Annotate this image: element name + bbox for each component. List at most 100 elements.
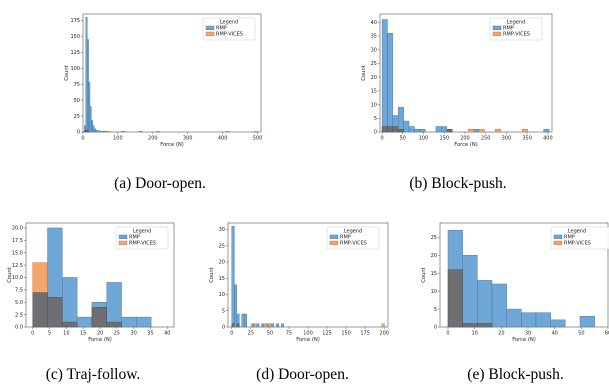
x-tick-label: 175 xyxy=(360,331,370,337)
legend-title: Legend xyxy=(507,20,525,26)
x-tick-label: 20 xyxy=(498,331,504,337)
x-tick-label: 300 xyxy=(183,136,193,142)
y-tick-label: 5 xyxy=(374,116,377,122)
legend-box xyxy=(326,226,380,250)
y-tick-label: 50 xyxy=(74,98,80,104)
bar-rmp-vices xyxy=(263,323,267,328)
bar-rmp xyxy=(271,323,275,328)
bar-rmp xyxy=(521,312,537,328)
chart-e-svg: 0 5 10 15 20 25 0 10 20 30 40 50 60 Force (N) Count Leg… xyxy=(421,222,609,343)
chart-c: 0.0 2.5 5.0 7.5 10.0 12.5 15.0 17.5 20.0 0 5 10 15 20… xyxy=(4,215,182,350)
bar-rmp xyxy=(387,33,394,133)
bar-overlap xyxy=(84,130,86,133)
y-axis-label: Count xyxy=(421,267,427,282)
bar-rmp xyxy=(473,129,480,133)
chart-a: 0 25 50 75 100 125 150 175 0 100 200 300 400 500 Force… xyxy=(55,4,265,154)
bar-overlap xyxy=(106,321,122,328)
legend-label-rmp-vices: RMP-VICES xyxy=(129,241,156,247)
x-axis-label: Force (N) xyxy=(296,337,320,343)
bar-rmp xyxy=(435,126,442,133)
y-tick-label: 15.0 xyxy=(12,250,23,256)
bar-rmp xyxy=(477,280,493,328)
y-axis-label: Count xyxy=(64,65,70,80)
x-tick-label: 100 xyxy=(419,136,429,142)
bar-rmp-vices xyxy=(268,323,272,328)
bar-rmp-vices xyxy=(156,131,160,133)
legend-swatch-rmp xyxy=(492,25,502,30)
legend-box xyxy=(489,17,543,41)
bar-rmp xyxy=(241,313,245,328)
x-tick-label: 300 xyxy=(502,136,512,142)
y-tick-label: 2.5 xyxy=(15,312,23,318)
plot-frame xyxy=(379,13,553,133)
x-tick-label: 0 xyxy=(230,331,233,337)
x-tick-label: 25 xyxy=(114,331,120,337)
y-tick-label: 20.0 xyxy=(12,226,23,232)
x-tick-label: 20 xyxy=(97,331,103,337)
y-tick-label: 175 xyxy=(70,18,80,24)
bar-overlap xyxy=(91,306,107,328)
x-tick-label: 15 xyxy=(80,331,86,337)
legend-label-rmp-vices: RMP-VICES xyxy=(216,32,243,38)
bar-rmp xyxy=(408,126,415,133)
bar-overlap xyxy=(392,126,399,133)
caption-e: (e) Block-push. xyxy=(467,366,564,383)
x-tick-label: 5 xyxy=(48,331,51,337)
y-tick-label: 25 xyxy=(219,243,225,249)
bar-overlap xyxy=(62,321,78,328)
bar-rmp xyxy=(136,316,152,328)
y-tick-label: 15 xyxy=(371,89,377,95)
bar-overlap xyxy=(462,323,478,328)
bar-rmp xyxy=(244,313,247,328)
x-tick-label: 60 xyxy=(605,331,609,337)
bar-rmp xyxy=(106,282,122,328)
bar-rmp xyxy=(462,255,478,328)
caption-c: (c) Traj-follow. xyxy=(45,366,141,383)
legend-label-rmp-vices: RMP-VICES xyxy=(340,241,367,247)
legend-swatch-rmp xyxy=(118,234,128,239)
bar-rmp xyxy=(138,131,143,133)
legend-label-rmp: RMP xyxy=(129,235,140,241)
bar-rmp xyxy=(92,125,95,133)
bar-rmp-vices xyxy=(495,129,501,133)
legend-label-rmp: RMP xyxy=(503,26,514,32)
bar-rmp xyxy=(256,323,260,328)
y-axis-label: Count xyxy=(361,65,367,80)
x-tick-label: 150 xyxy=(341,331,351,337)
legend-label-rmp: RMP xyxy=(216,26,227,32)
x-tick-label: 75 xyxy=(286,331,292,337)
legend-label-rmp: RMP xyxy=(564,235,575,241)
x-tick-label: 30 xyxy=(130,331,136,337)
x-tick-label: 200 xyxy=(148,136,158,142)
legend-swatch-rmp xyxy=(553,234,563,239)
y-tick-label: 15 xyxy=(219,276,225,282)
y-tick-label: 5.0 xyxy=(15,300,23,306)
bar-rmp xyxy=(414,129,420,133)
y-tick-label: 40 xyxy=(371,20,377,26)
legend-swatch-rmp-vices xyxy=(553,240,563,245)
y-tick-label: 5 xyxy=(434,307,437,313)
y-tick-label: 20 xyxy=(219,260,225,266)
legend-title: Legend xyxy=(133,229,151,235)
x-tick-label: 40 xyxy=(164,331,170,337)
bar-rmp xyxy=(121,316,137,328)
bar-rmp xyxy=(506,308,522,328)
bar-rmp xyxy=(403,120,410,133)
x-axis-label: Force (N) xyxy=(512,337,536,343)
bar-rmp xyxy=(543,129,550,133)
y-tick-label: 12.5 xyxy=(12,263,23,269)
legend-title: Legend xyxy=(344,229,362,235)
y-tick-label: 30 xyxy=(219,227,225,233)
bar-rmp xyxy=(103,131,108,133)
bar-rmp xyxy=(398,107,404,133)
legend-label-rmp: RMP xyxy=(340,235,351,241)
bar-rmp-vices xyxy=(253,323,257,328)
bar-rmp xyxy=(491,283,507,328)
x-tick-label: 200 xyxy=(460,136,470,142)
x-tick-label: 25 xyxy=(248,331,254,337)
y-tick-label: 75 xyxy=(74,82,80,88)
caption-d: (d) Door-open. xyxy=(256,366,349,383)
